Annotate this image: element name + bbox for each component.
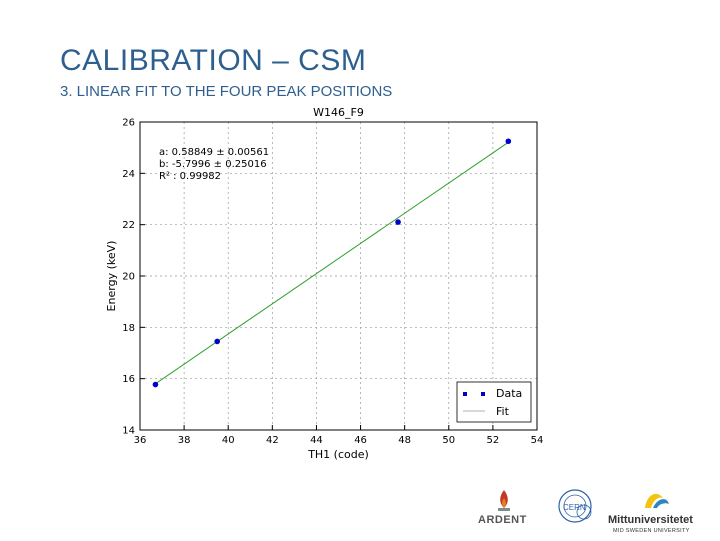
- x-tick-label: 46: [354, 435, 367, 446]
- data-point: [505, 138, 512, 145]
- x-tick-label: 36: [134, 435, 147, 446]
- fit-annotation: a: 0.58849 ± 0.00561: [159, 147, 269, 158]
- x-tick-label: 42: [266, 435, 279, 446]
- ardent-logo-text: ARDENT: [478, 514, 527, 526]
- slide-subtitle: 3. LINEAR FIT TO THE FOUR PEAK POSITIONS: [60, 83, 393, 100]
- logo-bar: ARDENT CERN Mittuniversitetet MID SWEDEN…: [470, 486, 710, 536]
- x-tick-label: 44: [310, 435, 323, 446]
- x-axis-label: TH1 (code): [307, 448, 369, 461]
- miun-logo: Mittuniversitetet MID SWEDEN UNIVERSITY: [605, 486, 710, 536]
- ardent-flame-icon: [498, 490, 510, 511]
- legend-data-label: Data: [496, 387, 522, 400]
- x-tick-label: 50: [442, 435, 455, 446]
- y-tick-label: 18: [122, 323, 135, 334]
- legend-data-marker: [463, 392, 467, 396]
- cern-rings-icon: [558, 489, 592, 523]
- x-tick-label: 54: [531, 435, 544, 446]
- miun-logo-text: Mittuniversitetet: [608, 514, 693, 526]
- legend-box: [456, 381, 532, 423]
- x-tick-label: 52: [487, 435, 500, 446]
- miun-emblem-icon: [645, 493, 669, 508]
- chart-title: W146_F9: [313, 106, 364, 119]
- miun-logo-subtext: MID SWEDEN UNIVERSITY: [613, 528, 690, 534]
- legend-data-marker: [481, 392, 485, 396]
- data-point: [152, 381, 159, 388]
- fit-annotation: b: -5.7996 ± 0.25016: [159, 159, 267, 170]
- y-tick-label: 16: [122, 374, 135, 385]
- fit-annotation: R² : 0.99982: [159, 171, 221, 182]
- data-point: [395, 219, 401, 225]
- ardent-logo: ARDENT: [470, 486, 540, 536]
- x-tick-label: 48: [398, 435, 411, 446]
- x-tick-label: 40: [222, 435, 235, 446]
- data-point: [214, 338, 220, 345]
- y-tick-label: 26: [122, 118, 135, 129]
- y-tick-label: 24: [122, 169, 135, 180]
- y-tick-label: 14: [122, 426, 135, 437]
- cern-logo: CERN: [550, 486, 600, 536]
- cern-logo-text: CERN: [563, 503, 586, 512]
- y-tick-label: 22: [122, 220, 135, 231]
- x-tick-label: 38: [178, 435, 191, 446]
- legend-fit-label: Fit: [496, 405, 510, 418]
- fit-line: [155, 141, 509, 385]
- y-tick-label: 20: [122, 272, 135, 283]
- slide-title: CALIBRATION – CSM: [60, 44, 367, 77]
- y-axis-label: Energy (keV): [105, 241, 118, 312]
